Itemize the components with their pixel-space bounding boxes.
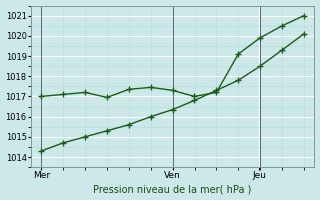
X-axis label: Pression niveau de la mer( hPa ): Pression niveau de la mer( hPa ): [93, 184, 252, 194]
